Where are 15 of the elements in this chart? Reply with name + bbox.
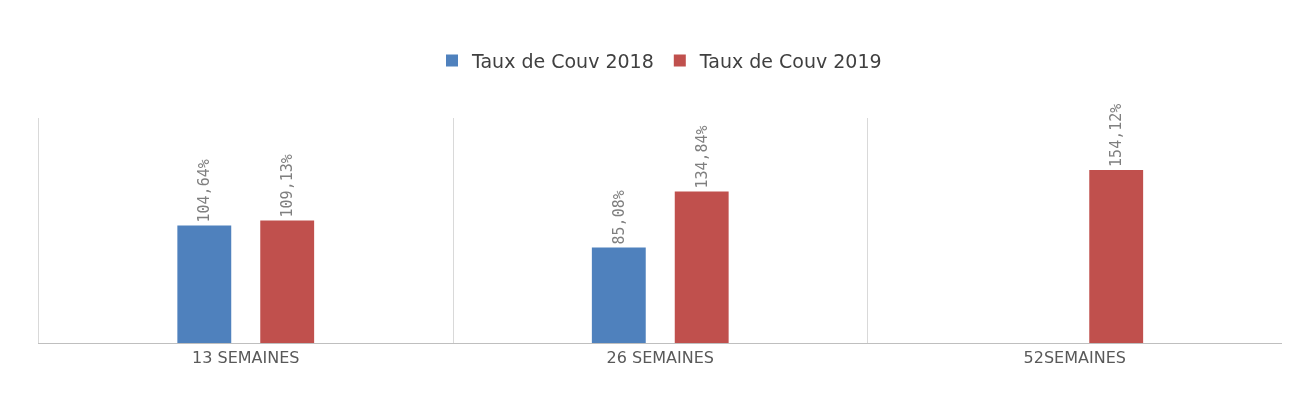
legend-label: Taux de Couv 2018 bbox=[471, 50, 654, 73]
data-label: 104,64% bbox=[195, 159, 214, 223]
bar bbox=[260, 220, 315, 343]
x-tick-label: 52SEMAINES bbox=[1023, 348, 1126, 368]
data-label: 154,12% bbox=[1107, 103, 1126, 167]
bar bbox=[1089, 169, 1144, 343]
bar bbox=[674, 191, 729, 343]
data-label: 134,84% bbox=[692, 125, 711, 189]
data-label: 109,13% bbox=[278, 154, 297, 218]
bar bbox=[591, 247, 646, 343]
bar bbox=[177, 225, 232, 343]
data-label: 85,08% bbox=[609, 190, 628, 245]
legend-label: Taux de Couv 2019 bbox=[698, 50, 882, 73]
x-tick-label: 13 SEMAINES bbox=[192, 348, 300, 368]
x-tick-label: 26 SEMAINES bbox=[606, 348, 714, 368]
